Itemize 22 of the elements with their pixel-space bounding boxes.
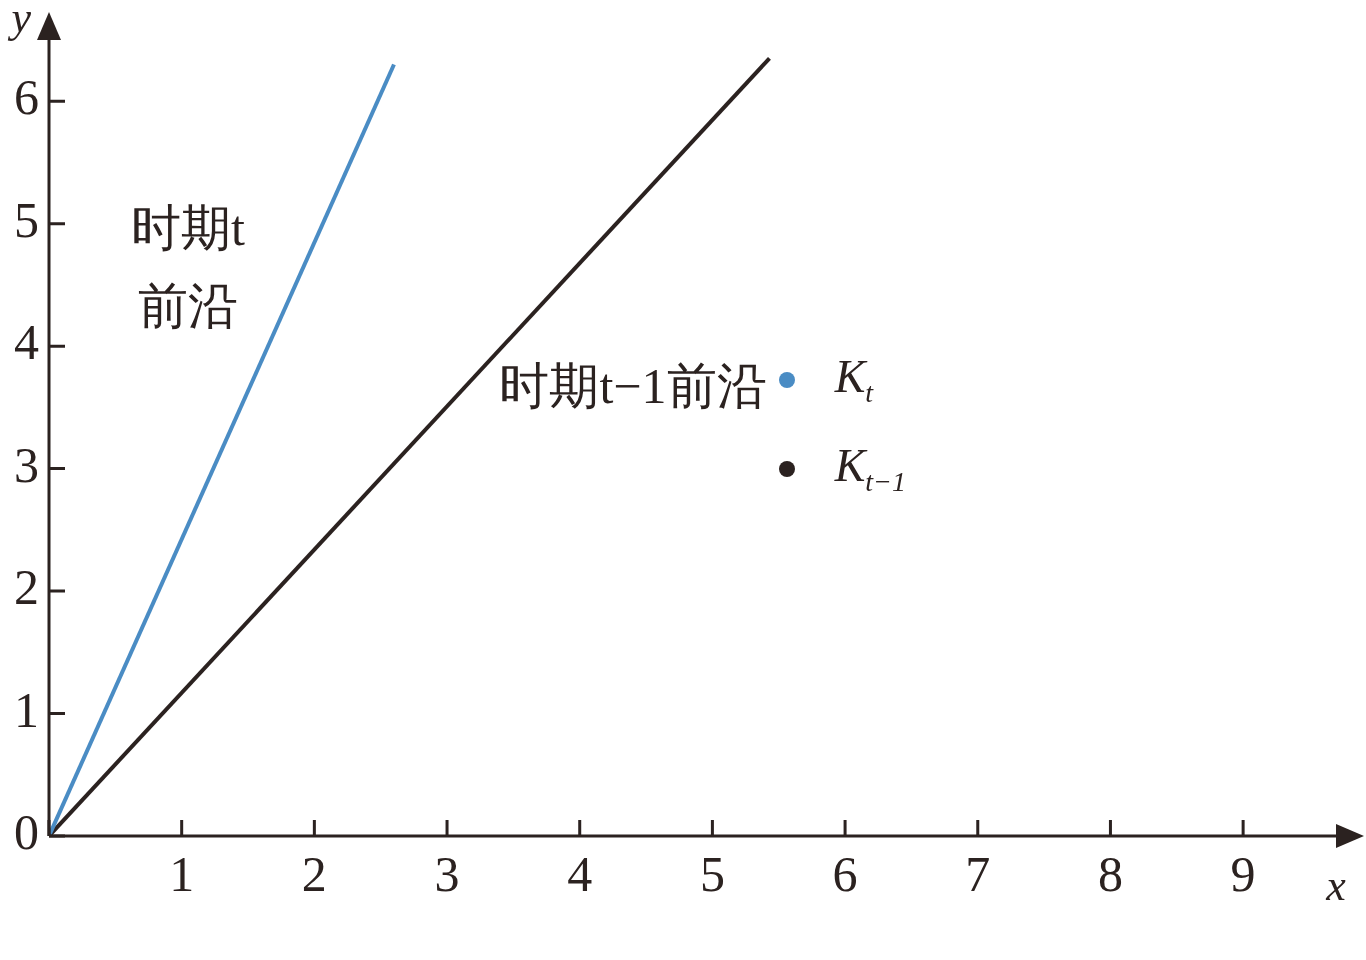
x-tick-label: 9 — [1230, 846, 1256, 903]
x-axis-title: x — [1325, 860, 1347, 910]
x-tick-label: 7 — [965, 846, 991, 903]
legend-label: K$_{t−1}$ — [834, 439, 906, 499]
y-tick-label: 3 — [14, 436, 39, 493]
annotation: 时期t 前沿 — [131, 199, 246, 334]
annotation: 时期t−1前沿 — [499, 358, 767, 415]
y-tick-label: 6 — [14, 69, 39, 126]
y-tick-label: 0 — [14, 804, 39, 861]
y-tick-label: 5 — [14, 191, 39, 248]
legend-label: K$_{t}$ — [834, 350, 874, 410]
x-tick-label: 3 — [434, 846, 460, 903]
x-tick-label: 6 — [832, 846, 858, 903]
x-tick-label: 2 — [301, 846, 327, 903]
x-tick-label: 8 — [1097, 846, 1123, 903]
x-tick-label: 5 — [699, 846, 725, 903]
x-tick-label: 1 — [169, 846, 195, 903]
y-tick-label: 2 — [14, 559, 39, 616]
y-axis-title: y — [7, 0, 32, 42]
y-tick-label: 1 — [14, 681, 39, 738]
y-tick-label: 4 — [14, 314, 39, 371]
x-tick-label: 4 — [567, 846, 593, 903]
